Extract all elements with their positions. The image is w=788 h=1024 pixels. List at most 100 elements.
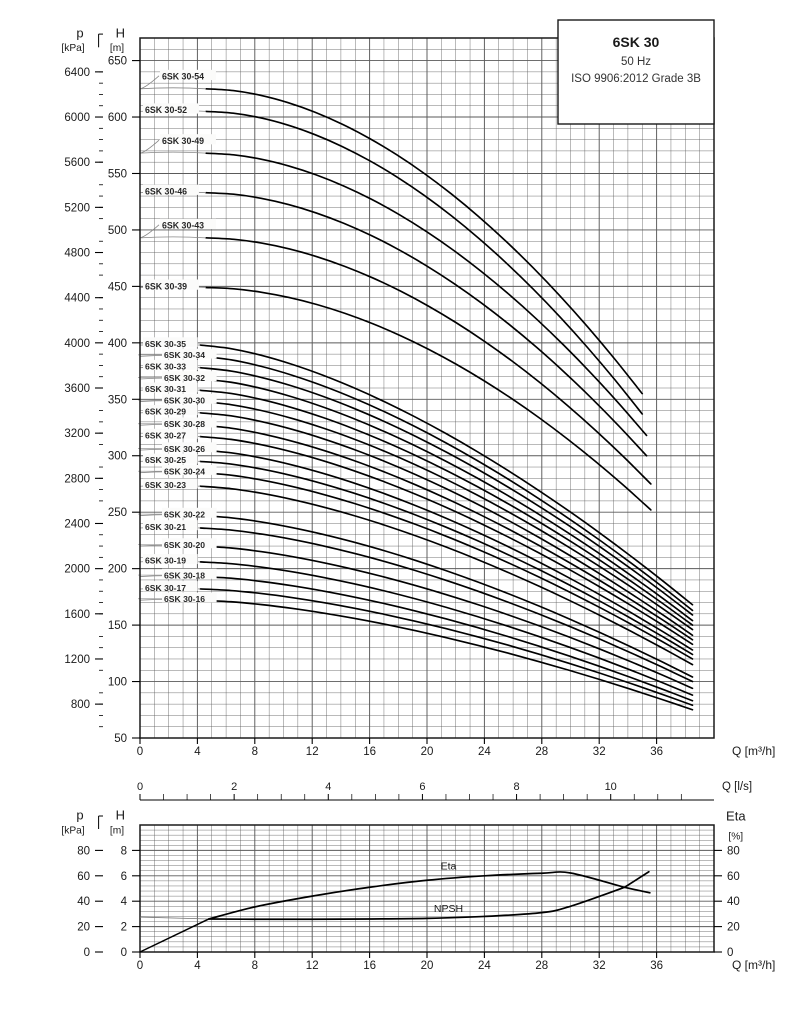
svg-text:2800: 2800 xyxy=(64,473,90,485)
svg-text:[m]: [m] xyxy=(110,826,124,837)
svg-text:36: 36 xyxy=(650,746,663,758)
svg-text:6: 6 xyxy=(419,781,425,793)
svg-text:6SK 30-17: 6SK 30-17 xyxy=(145,583,186,593)
svg-text:p: p xyxy=(76,26,83,41)
svg-text:Q [m³/h]: Q [m³/h] xyxy=(732,958,775,972)
svg-text:6SK 30-39: 6SK 30-39 xyxy=(145,281,187,291)
svg-text:H: H xyxy=(116,26,125,41)
svg-text:6SK 30-34: 6SK 30-34 xyxy=(164,350,205,360)
svg-text:1200: 1200 xyxy=(64,654,90,666)
svg-text:16: 16 xyxy=(363,960,376,972)
svg-text:32: 32 xyxy=(593,746,606,758)
svg-text:0: 0 xyxy=(121,947,127,959)
svg-text:6SK 30-23: 6SK 30-23 xyxy=(145,480,186,490)
svg-text:4: 4 xyxy=(194,960,201,972)
svg-text:Q [l/s]: Q [l/s] xyxy=(722,781,752,793)
svg-text:550: 550 xyxy=(108,168,127,180)
svg-text:0: 0 xyxy=(84,947,90,959)
svg-text:2000: 2000 xyxy=(64,564,90,576)
svg-text:650: 650 xyxy=(108,56,127,68)
svg-text:2: 2 xyxy=(231,781,237,793)
svg-text:6SK 30-25: 6SK 30-25 xyxy=(145,455,186,465)
svg-text:6SK 30-30: 6SK 30-30 xyxy=(164,395,205,405)
svg-text:6SK 30-20: 6SK 30-20 xyxy=(164,540,205,550)
svg-text:3200: 3200 xyxy=(64,428,90,440)
svg-text:[m]: [m] xyxy=(110,43,124,54)
svg-text:350: 350 xyxy=(108,394,127,406)
svg-text:[kPa]: [kPa] xyxy=(61,43,84,54)
svg-text:6: 6 xyxy=(121,871,127,883)
svg-text:6SK 30: 6SK 30 xyxy=(613,34,660,50)
svg-text:5200: 5200 xyxy=(64,202,90,214)
svg-text:60: 60 xyxy=(77,871,90,883)
svg-text:300: 300 xyxy=(108,451,127,463)
svg-text:8: 8 xyxy=(121,845,127,857)
svg-text:0: 0 xyxy=(137,746,143,758)
svg-text:6400: 6400 xyxy=(64,67,90,79)
svg-text:20: 20 xyxy=(421,746,434,758)
svg-text:28: 28 xyxy=(535,960,548,972)
svg-text:24: 24 xyxy=(478,746,491,758)
svg-text:16: 16 xyxy=(363,746,376,758)
svg-text:0: 0 xyxy=(137,960,143,972)
svg-text:NPSH: NPSH xyxy=(434,903,463,915)
svg-text:200: 200 xyxy=(108,564,127,576)
svg-text:6SK 30-43: 6SK 30-43 xyxy=(162,221,204,231)
svg-text:4000: 4000 xyxy=(64,338,90,350)
svg-text:40: 40 xyxy=(727,896,740,908)
svg-text:4400: 4400 xyxy=(64,293,90,305)
svg-text:[kPa]: [kPa] xyxy=(61,826,84,837)
svg-text:50: 50 xyxy=(114,733,127,745)
svg-text:6SK 30-18: 6SK 30-18 xyxy=(164,570,205,580)
svg-text:12: 12 xyxy=(306,960,319,972)
svg-text:500: 500 xyxy=(108,225,127,237)
svg-text:0: 0 xyxy=(727,947,733,959)
svg-text:6SK 30-26: 6SK 30-26 xyxy=(164,444,205,454)
svg-text:8: 8 xyxy=(252,960,258,972)
svg-text:20: 20 xyxy=(727,922,740,934)
svg-text:4: 4 xyxy=(194,746,201,758)
svg-text:6SK 30-31: 6SK 30-31 xyxy=(145,384,186,394)
svg-text:[%]: [%] xyxy=(728,832,743,843)
svg-text:32: 32 xyxy=(593,960,606,972)
svg-text:6SK 30-35: 6SK 30-35 xyxy=(145,339,186,349)
svg-text:28: 28 xyxy=(535,746,548,758)
svg-text:0: 0 xyxy=(137,781,143,793)
svg-text:10: 10 xyxy=(605,781,617,793)
svg-text:2: 2 xyxy=(121,922,127,934)
svg-text:6SK 30-49: 6SK 30-49 xyxy=(162,136,204,146)
svg-text:Q [m³/h]: Q [m³/h] xyxy=(732,744,775,758)
svg-text:6SK 30-52: 6SK 30-52 xyxy=(145,105,187,115)
svg-text:6SK 30-54: 6SK 30-54 xyxy=(162,72,204,82)
svg-text:6SK 30-24: 6SK 30-24 xyxy=(164,466,205,476)
svg-text:2400: 2400 xyxy=(64,518,90,530)
svg-text:6SK 30-46: 6SK 30-46 xyxy=(145,186,187,196)
svg-text:12: 12 xyxy=(306,746,319,758)
svg-text:80: 80 xyxy=(727,845,740,857)
svg-text:150: 150 xyxy=(108,620,127,632)
svg-text:20: 20 xyxy=(77,922,90,934)
svg-text:6SK 30-29: 6SK 30-29 xyxy=(145,407,186,417)
svg-text:50 Hz: 50 Hz xyxy=(621,56,651,68)
svg-text:60: 60 xyxy=(727,871,740,883)
svg-text:4800: 4800 xyxy=(64,248,90,260)
svg-text:H: H xyxy=(116,808,125,823)
svg-text:20: 20 xyxy=(421,960,434,972)
svg-text:4: 4 xyxy=(121,896,128,908)
svg-text:6SK 30-28: 6SK 30-28 xyxy=(164,419,205,429)
svg-text:4: 4 xyxy=(325,781,331,793)
svg-text:80: 80 xyxy=(77,845,90,857)
svg-text:1600: 1600 xyxy=(64,609,90,621)
svg-text:p: p xyxy=(76,808,83,823)
svg-text:100: 100 xyxy=(108,677,127,689)
svg-text:8: 8 xyxy=(252,746,258,758)
svg-text:800: 800 xyxy=(71,699,90,711)
svg-text:24: 24 xyxy=(478,960,491,972)
svg-text:6SK 30-32: 6SK 30-32 xyxy=(164,373,205,383)
svg-text:3600: 3600 xyxy=(64,383,90,395)
svg-text:250: 250 xyxy=(108,507,127,519)
svg-text:ISO 9906:2012 Grade 3B: ISO 9906:2012 Grade 3B xyxy=(571,73,701,85)
svg-text:6SK 30-22: 6SK 30-22 xyxy=(164,509,205,519)
svg-text:450: 450 xyxy=(108,281,127,293)
svg-text:6000: 6000 xyxy=(64,112,90,124)
